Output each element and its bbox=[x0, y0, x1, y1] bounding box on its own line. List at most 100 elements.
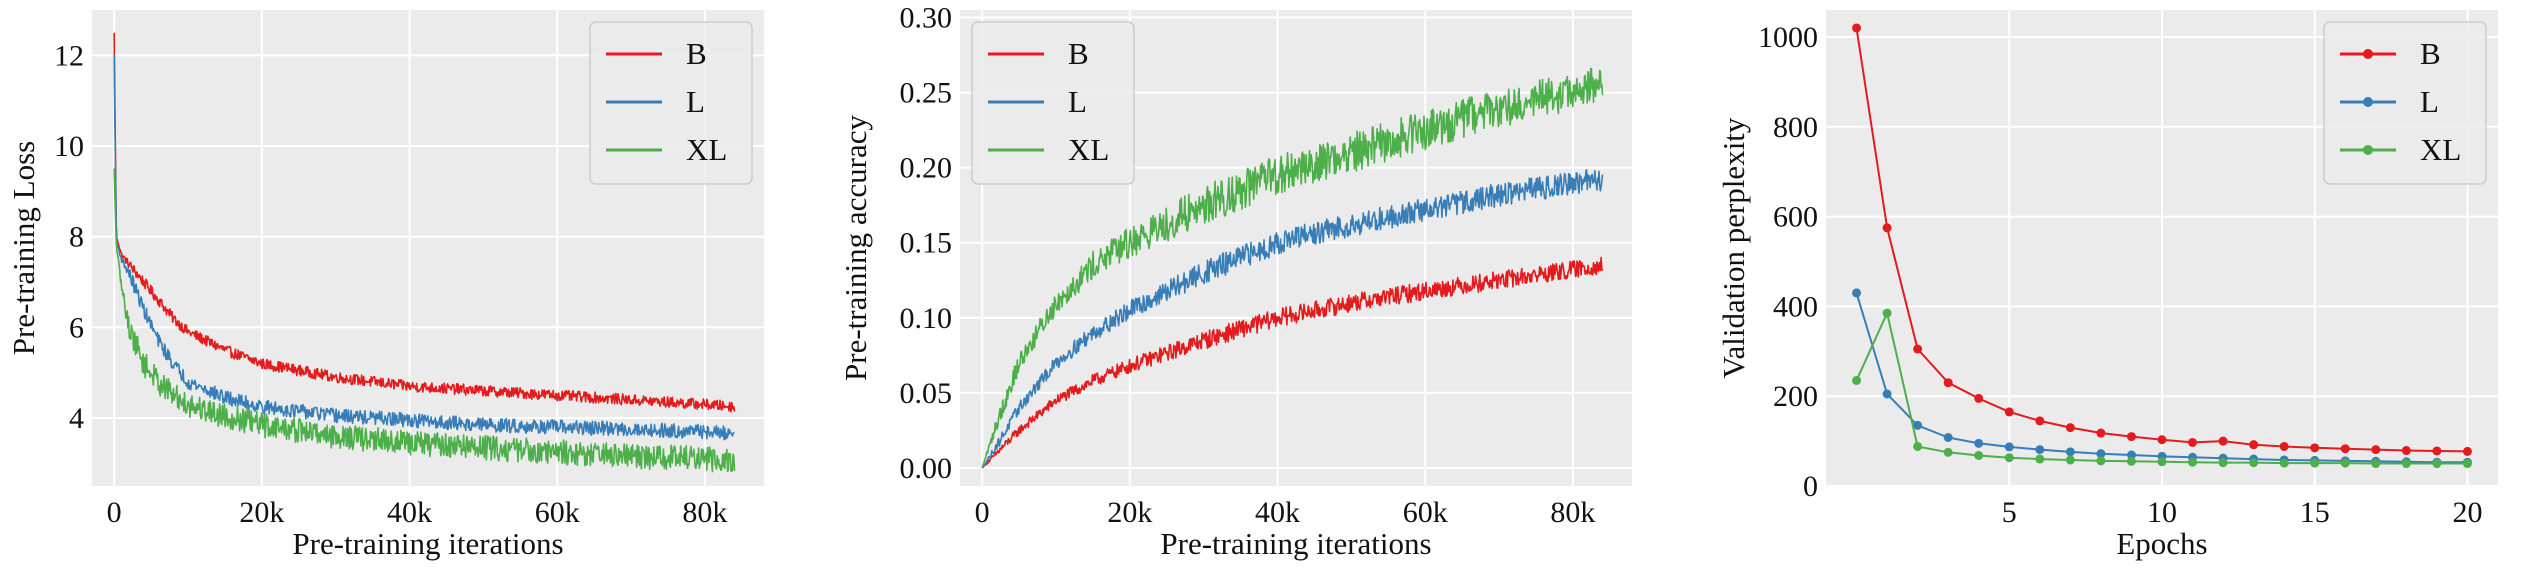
legend-marker-XL bbox=[2363, 145, 2373, 155]
series-line-XL bbox=[981, 67, 1604, 469]
legend-label-XL: XL bbox=[1068, 132, 1109, 167]
legend-label-B: B bbox=[2420, 36, 2441, 71]
series-line-B bbox=[981, 256, 1604, 469]
series-line-XL bbox=[113, 168, 736, 473]
y-tick-label: 0.15 bbox=[900, 227, 953, 260]
data-point-L bbox=[1882, 389, 1892, 399]
legend-label-L: L bbox=[1068, 84, 1087, 119]
data-layer bbox=[981, 67, 1604, 469]
y-tick-label: 12 bbox=[54, 39, 84, 72]
legend-label-XL: XL bbox=[2420, 132, 2461, 167]
series-line-L bbox=[113, 55, 735, 441]
data-point-L bbox=[2096, 449, 2106, 459]
data-point-B bbox=[1882, 223, 1892, 233]
data-point-L bbox=[2035, 445, 2045, 455]
x-tick-label: 15 bbox=[2300, 496, 2330, 529]
y-tick-label: 400 bbox=[1773, 290, 1818, 323]
legend: BL XL bbox=[589, 21, 753, 185]
data-point-L bbox=[2065, 447, 2075, 457]
data-point-B bbox=[1974, 393, 1984, 403]
data-point-B bbox=[2035, 416, 2045, 426]
data-point-B bbox=[2401, 446, 2411, 456]
chart-panel-2: 0 20k 40k 60k 80k 0.00 0.05 0.10 0.15 0.20 0.25 0.3… bbox=[838, 2, 1632, 561]
y-tick-label: 0.05 bbox=[900, 377, 953, 410]
data-point-XL bbox=[2188, 457, 2198, 467]
data-point-XL bbox=[2371, 459, 2381, 469]
data-point-B bbox=[2188, 437, 2198, 447]
data-point-XL bbox=[1943, 447, 1953, 457]
data-point-B bbox=[2157, 435, 2167, 445]
x-tick-label: 80k bbox=[1550, 496, 1595, 529]
series-line-B bbox=[113, 32, 736, 413]
chart-panel-3: 5 10 15 2002004006008001000EpochsValidation… bbox=[1716, 10, 2498, 561]
legend-marker-L bbox=[2363, 97, 2373, 107]
legend: BL XL bbox=[2323, 21, 2487, 185]
data-point-XL bbox=[2218, 458, 2228, 468]
data-point-L bbox=[1913, 420, 1923, 430]
y-axis-label: Pre-training accuracy bbox=[838, 115, 873, 381]
legend-box bbox=[589, 21, 753, 185]
legend-marker-B bbox=[2363, 49, 2373, 59]
data-point-B bbox=[1913, 344, 1923, 354]
data-point-XL bbox=[2065, 455, 2075, 465]
legend-box bbox=[2323, 21, 2487, 185]
data-point-B bbox=[2249, 440, 2259, 450]
chart-panel-1: 0 20k 40k 60k 80k 4 6 8 10 12 Pre-training iterati… bbox=[6, 10, 764, 561]
data-point-L bbox=[2126, 450, 2136, 460]
data-point-L bbox=[2004, 442, 2014, 452]
data-point-XL bbox=[2035, 454, 2045, 464]
data-point-XL bbox=[1974, 450, 1984, 460]
y-tick-label: 600 bbox=[1773, 201, 1818, 234]
data-point-B bbox=[2371, 445, 2381, 455]
data-layer bbox=[113, 32, 736, 473]
data-point-XL bbox=[2279, 458, 2289, 468]
y-axis-label: Validation perplexity bbox=[1716, 117, 1751, 378]
y-tick-label: 6 bbox=[69, 311, 84, 344]
x-axis-label: Pre-training iterations bbox=[292, 526, 563, 561]
y-tick-label: 200 bbox=[1773, 380, 1818, 413]
y-tick-label: 0.10 bbox=[900, 302, 953, 335]
data-point-B bbox=[1852, 23, 1862, 33]
x-axis-label: Epochs bbox=[2116, 526, 2207, 561]
data-layer bbox=[1852, 23, 2472, 469]
data-point-XL bbox=[2249, 458, 2259, 468]
data-point-B bbox=[2279, 441, 2289, 451]
data-point-B bbox=[2004, 407, 2014, 417]
legend-label-L: L bbox=[2420, 84, 2439, 119]
y-tick-label: 1000 bbox=[1758, 21, 1818, 54]
data-point-B bbox=[2432, 446, 2442, 456]
data-point-XL bbox=[1913, 441, 1923, 451]
legend: BL XL bbox=[971, 21, 1135, 185]
legend-box bbox=[971, 21, 1135, 185]
data-point-B bbox=[2310, 443, 2320, 453]
x-tick-label: 0 bbox=[107, 496, 122, 529]
y-tick-label: 0.30 bbox=[900, 2, 953, 35]
data-point-XL bbox=[2310, 458, 2320, 468]
data-point-XL bbox=[2126, 456, 2136, 466]
legend-label-L: L bbox=[686, 84, 705, 119]
y-tick-label: 0.25 bbox=[900, 77, 953, 110]
y-tick-label: 0.00 bbox=[900, 452, 953, 485]
data-point-B bbox=[2340, 444, 2350, 454]
legend-label-XL: XL bbox=[686, 132, 727, 167]
data-point-XL bbox=[2004, 453, 2014, 463]
x-tick-label: 40k bbox=[1255, 496, 1300, 529]
data-point-XL bbox=[1852, 375, 1862, 385]
x-tick-label: 80k bbox=[682, 496, 727, 529]
x-tick-label: 40k bbox=[387, 496, 432, 529]
y-axis-label: Pre-training Loss bbox=[6, 141, 41, 355]
x-tick-label: 60k bbox=[1403, 496, 1448, 529]
y-tick-label: 10 bbox=[54, 130, 84, 163]
data-point-XL bbox=[1882, 308, 1892, 318]
y-tick-label: 8 bbox=[69, 221, 84, 254]
x-tick-label: 20k bbox=[239, 496, 284, 529]
data-point-XL bbox=[2462, 459, 2472, 469]
data-point-XL bbox=[2401, 459, 2411, 469]
data-point-L bbox=[1974, 438, 1984, 448]
y-tick-label: 4 bbox=[69, 402, 84, 435]
legend-label-B: B bbox=[686, 36, 707, 71]
x-tick-label: 20 bbox=[2452, 496, 2482, 529]
data-point-B bbox=[2065, 423, 2075, 433]
y-tick-label: 0 bbox=[1803, 470, 1818, 503]
